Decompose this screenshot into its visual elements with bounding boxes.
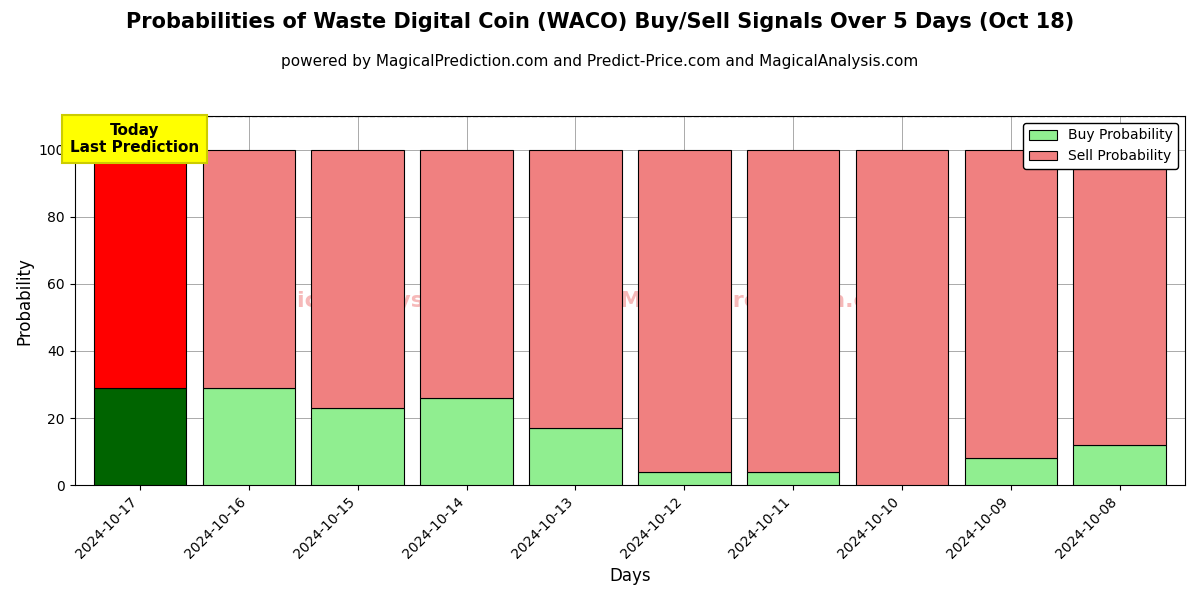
Bar [203, 388, 295, 485]
Bar [965, 149, 1057, 458]
Bar [746, 149, 839, 472]
Bar [638, 149, 731, 472]
Bar [638, 472, 731, 485]
Y-axis label: Probability: Probability [16, 257, 34, 344]
Text: MagicalAnalysis.com: MagicalAnalysis.com [244, 290, 505, 311]
Text: powered by MagicalPrediction.com and Predict-Price.com and MagicalAnalysis.com: powered by MagicalPrediction.com and Pre… [281, 54, 919, 69]
Bar [746, 472, 839, 485]
Bar [1074, 445, 1166, 485]
Bar [529, 428, 622, 485]
Bar [203, 149, 295, 388]
Bar [94, 388, 186, 485]
Bar [94, 149, 186, 388]
Bar [420, 149, 512, 398]
Text: MagicalPrediction.com: MagicalPrediction.com [620, 290, 906, 311]
X-axis label: Days: Days [610, 567, 650, 585]
Bar [312, 149, 404, 408]
Text: Probabilities of Waste Digital Coin (WACO) Buy/Sell Signals Over 5 Days (Oct 18): Probabilities of Waste Digital Coin (WAC… [126, 12, 1074, 32]
Bar [420, 398, 512, 485]
Bar [1074, 149, 1166, 445]
Legend: Buy Probability, Sell Probability: Buy Probability, Sell Probability [1024, 123, 1178, 169]
Bar [856, 149, 948, 485]
Bar [965, 458, 1057, 485]
Text: Today
Last Prediction: Today Last Prediction [70, 123, 199, 155]
Bar [312, 408, 404, 485]
Bar [529, 149, 622, 428]
